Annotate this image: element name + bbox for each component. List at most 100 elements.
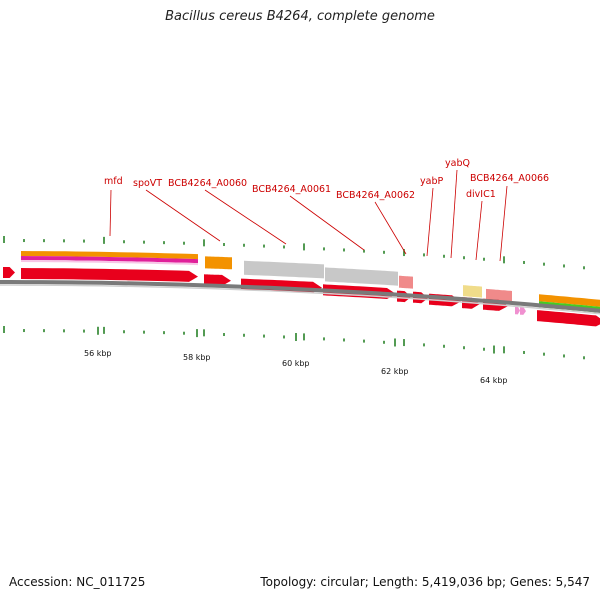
upper-tick-dot [183,241,185,245]
lower-tick-dot [583,356,585,360]
upper-tick-dot [503,256,505,264]
lower-tick-dot [143,330,145,334]
misc-bar-mfd [21,256,198,264]
gene-label-yabq: yabQ [445,158,470,169]
gene-label-bcb4264-a0060: BCB4264_A0060 [168,178,247,189]
upper-tick-dot [563,264,565,268]
leader-line-1 [145,189,221,242]
lower-tick-dot [563,354,565,358]
leader-line-0 [109,189,112,237]
lower-tick-dot [363,339,365,343]
upper-tick-dot [3,236,5,244]
major-tick-1 [196,329,198,338]
lower-tick-dot [403,339,405,347]
gene-bar-bcb4264-a0060 [244,260,324,279]
genome-summary-text: Topology: circular; Length: 5,419,036 bp… [260,575,590,589]
tick-label-60kbp: 60 kbp [282,359,310,368]
lower-tick-dot [203,329,205,337]
upper-tick-dot [83,239,85,243]
lower-tick-dot [543,352,545,356]
upper-tick-dot [143,240,145,244]
lower-tick-dot [223,333,225,337]
lower-tick-dot [63,329,65,333]
leader-line-2 [204,189,287,245]
major-tick-4 [493,345,495,354]
cds-arrow-spovt [204,274,231,286]
lower-tick-dot [263,334,265,338]
genome-backbone-shadow [0,284,600,315]
lower-tick-dot [483,347,485,351]
gene-label-spovt: spoVT [133,178,162,189]
upper-tick-dot [403,249,405,257]
lower-tick-dot [103,326,105,334]
upper-tick-dot [63,239,65,243]
tick-label-58kbp: 58 kbp [183,353,211,362]
gene-label-mfd: mfd [104,176,123,187]
tick-label-56kbp: 56 kbp [84,349,112,358]
upper-tick-dot [203,239,205,247]
lower-tick-dot [383,340,385,344]
tick-label-62kbp: 62 kbp [381,367,409,376]
upper-tick-dot [463,256,465,260]
leader-line-7 [475,200,483,261]
leader-line-4 [374,201,407,255]
lower-tick-dot [423,343,425,347]
lower-tick-dot [163,331,165,335]
lower-tick-dot [3,326,5,334]
gene-bar-divic1 [463,285,482,298]
lower-tick-dot [303,333,305,341]
major-tick-2 [295,333,297,342]
lower-tick-dot [283,335,285,339]
genome-backbone [0,280,600,313]
lower-tick-dot [23,329,25,333]
label-leader-lines [109,169,508,262]
upper-tick-dot [543,262,545,266]
upper-tick-dot [243,243,245,247]
tick-dots [3,236,585,360]
upper-tick-dot [323,247,325,251]
cds-arrow-mfd [21,268,198,282]
lower-tick-dot [243,333,245,337]
tick-label-64kbp: 64 kbp [480,376,508,385]
upper-tick-dot [303,243,305,251]
lower-tick-dot [463,346,465,350]
upper-tick-dot [583,266,585,270]
lower-tick-dot [343,338,345,342]
upper-tick-dot [163,241,165,245]
major-tick-0 [97,326,99,335]
gene-label-yabp: yabP [420,176,443,187]
upper-tick-dot [383,250,385,254]
upper-tick-dot [23,239,25,243]
upper-tick-dot [283,245,285,249]
cds-arrow-left-edge [3,267,15,278]
gene-label-bcb4264-a0061: BCB4264_A0061 [252,184,331,195]
cds-arrow-right-edge [537,310,600,327]
major-tick-3 [394,338,396,347]
leader-line-8 [499,185,508,262]
upper-tick-dot [343,248,345,252]
upper-tick-dot [423,253,425,257]
gene-bar-mfd [21,251,198,260]
gene-bar-right-orange [539,294,600,307]
lower-tick-dot [503,346,505,354]
upper-tick-dot [223,243,225,247]
upper-tick-dot [363,249,365,253]
leader-line-6 [450,169,458,259]
scale-ticks: 56 kbp 58 kbp 60 kbp 62 kbp 64 kbp [84,349,508,385]
gene-labels: mfd spoVT BCB4264_A0060 BCB4264_A0061 BC… [104,158,549,201]
lower-tick-dot [43,329,45,333]
upper-tick-dot [263,244,265,248]
upper-tick-dot [523,260,525,264]
lower-tick-dot [83,329,85,333]
lower-tick-dot [523,350,525,354]
gene-bar-spovt [205,256,232,270]
gene-label-bcb4264-a0062: BCB4264_A0062 [336,190,415,201]
accession-text: Accession: NC_011725 [9,575,146,589]
leader-line-5 [426,187,434,257]
lower-tick-dot [183,331,185,335]
lower-tick-dot [123,330,125,334]
lower-tick-dot [323,337,325,341]
upper-tick-dot [483,257,485,261]
gene-label-divic1: divIC1 [466,189,496,200]
